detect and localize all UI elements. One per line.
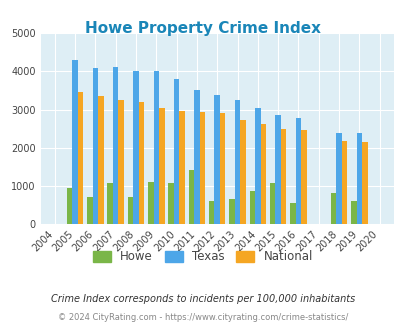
Bar	[295, 118, 301, 224]
Text: Crime Index corresponds to incidents per 100,000 inhabitants: Crime Index corresponds to incidents per…	[51, 294, 354, 304]
Bar	[209, 201, 214, 224]
Bar	[153, 71, 159, 224]
Bar	[240, 119, 245, 224]
Bar	[159, 108, 164, 224]
Text: © 2024 CityRating.com - https://www.cityrating.com/crime-statistics/: © 2024 CityRating.com - https://www.city…	[58, 313, 347, 322]
Bar	[280, 129, 286, 224]
Bar	[290, 203, 295, 224]
Bar	[335, 133, 341, 224]
Bar	[301, 130, 306, 224]
Text: Howe Property Crime Index: Howe Property Crime Index	[85, 21, 320, 36]
Bar	[188, 170, 194, 224]
Bar	[361, 142, 367, 224]
Bar	[98, 96, 103, 224]
Bar	[168, 183, 173, 224]
Bar	[133, 71, 139, 224]
Bar	[229, 199, 234, 224]
Bar	[139, 102, 144, 224]
Bar	[234, 100, 240, 224]
Bar	[194, 90, 199, 224]
Bar	[67, 188, 72, 224]
Bar	[128, 197, 133, 224]
Bar	[107, 183, 113, 224]
Bar	[341, 141, 346, 224]
Bar	[356, 133, 361, 224]
Legend: Howe, Texas, National: Howe, Texas, National	[88, 246, 317, 268]
Bar	[330, 193, 335, 224]
Bar	[148, 182, 153, 224]
Bar	[199, 112, 205, 224]
Bar	[87, 197, 92, 224]
Bar	[113, 67, 118, 224]
Bar	[72, 60, 78, 224]
Bar	[92, 68, 98, 224]
Bar	[260, 124, 265, 224]
Bar	[179, 111, 184, 224]
Bar	[269, 183, 275, 224]
Bar	[275, 115, 280, 224]
Bar	[214, 95, 220, 224]
Bar	[350, 201, 356, 224]
Bar	[254, 108, 260, 224]
Bar	[78, 92, 83, 224]
Bar	[173, 79, 179, 224]
Bar	[220, 114, 225, 224]
Bar	[249, 191, 254, 224]
Bar	[118, 100, 124, 224]
